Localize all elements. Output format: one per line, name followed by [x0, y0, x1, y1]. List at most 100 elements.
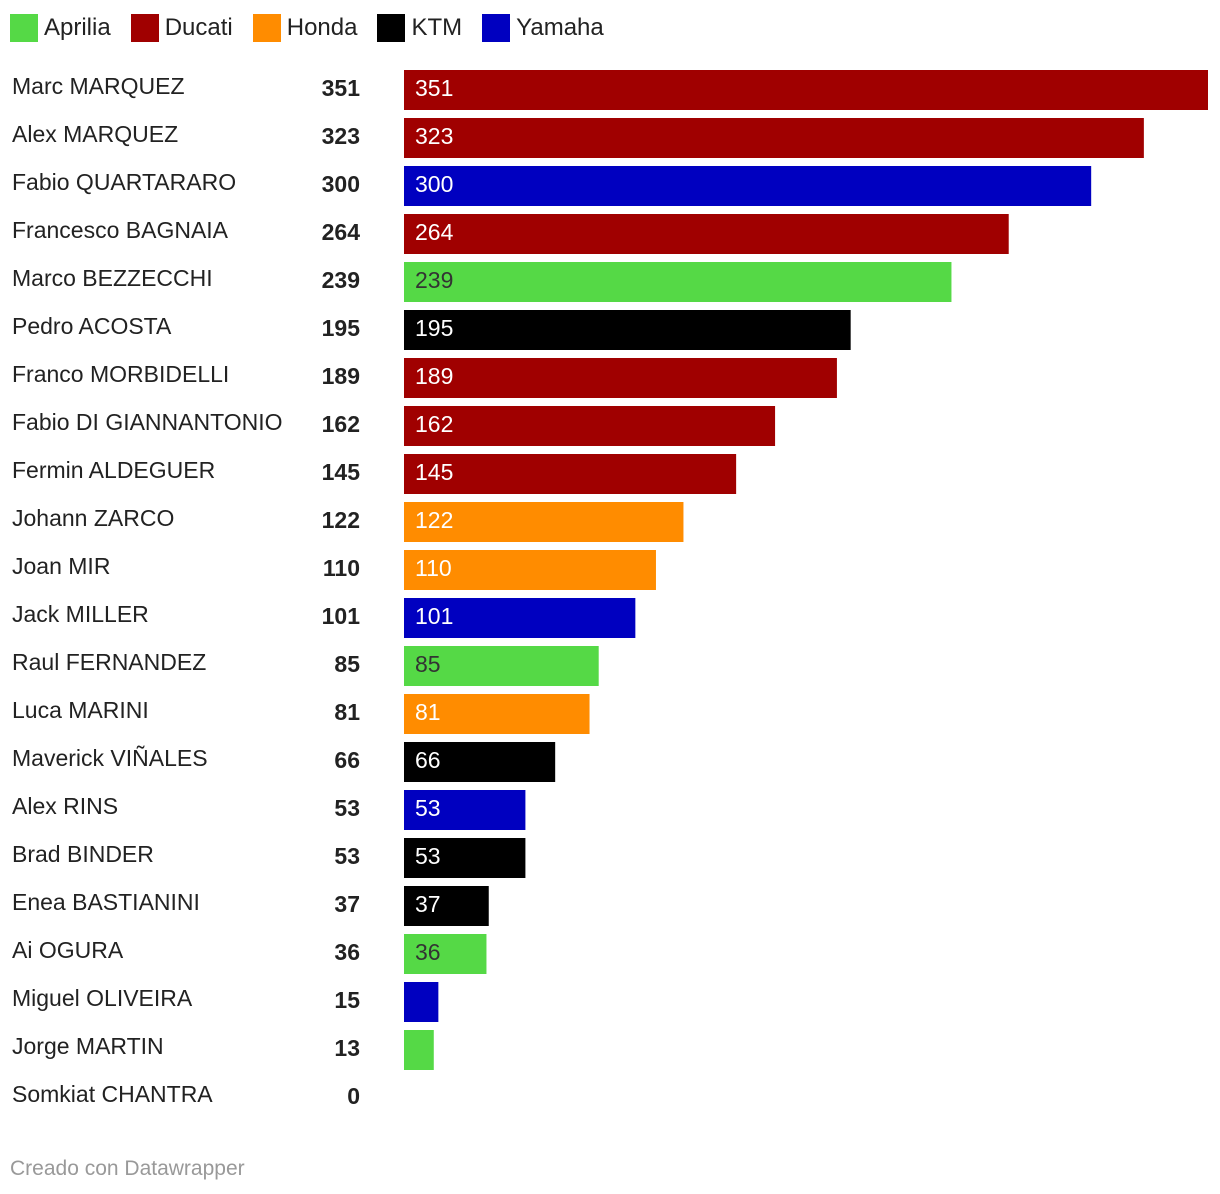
points-bar — [404, 262, 952, 302]
rider-name-label: Pedro ACOSTA — [12, 313, 172, 339]
rider-name-label: Brad BINDER — [12, 841, 154, 867]
points-bar — [404, 118, 1144, 158]
points-value-label: 66 — [334, 747, 360, 773]
rider-name-label: Joan MIR — [12, 553, 110, 579]
points-bar — [404, 358, 837, 398]
rider-name-label: Ai OGURA — [12, 937, 124, 963]
bar-data-label: 110 — [415, 555, 452, 581]
bar-data-label: 36 — [415, 939, 441, 965]
points-bar — [404, 790, 526, 830]
rider-name-label: Fabio QUARTARARO — [12, 169, 236, 195]
points-bar — [404, 406, 776, 446]
bar-data-label: 53 — [415, 795, 441, 821]
bar-data-label: 323 — [415, 123, 453, 149]
legend-swatch — [377, 14, 406, 42]
rider-name-label: Francesco BAGNAIA — [12, 217, 229, 243]
points-value-label: 195 — [322, 315, 361, 341]
rider-name-label: Alex RINS — [12, 793, 118, 819]
points-bar — [404, 694, 590, 734]
legend-item-honda: Honda — [252, 14, 358, 42]
rider-name-label: Fermin ALDEGUER — [12, 457, 215, 483]
bar-data-label: 300 — [415, 171, 453, 197]
legend-label: Aprilia — [44, 14, 111, 41]
rider-name-label: Somkiat CHANTRA — [12, 1081, 213, 1107]
points-value-label: 122 — [322, 507, 360, 533]
legend-item-ducati: Ducati — [130, 14, 233, 42]
bar-data-label: 101 — [415, 603, 453, 629]
rider-name-label: Maverick VIÑALES — [12, 745, 208, 771]
bar-data-label: 145 — [415, 459, 453, 485]
legend: Aprilia Ducati Honda KTM Yamaha — [10, 12, 624, 44]
bar-data-label: 162 — [415, 411, 453, 437]
legend-label: Yamaha — [516, 14, 604, 41]
legend-item-yamaha: Yamaha — [482, 14, 604, 42]
points-bar — [404, 838, 526, 878]
legend-swatch — [482, 14, 511, 42]
points-bar — [404, 742, 556, 782]
points-value-label: 81 — [334, 699, 360, 725]
rider-name-label: Alex MARQUEZ — [12, 121, 178, 147]
legend-item-aprilia: Aprilia — [10, 14, 111, 42]
points-value-label: 53 — [334, 843, 360, 869]
rider-name-label: Jorge MARTIN — [12, 1033, 164, 1059]
legend-item-ktm: KTM — [377, 14, 462, 42]
points-bar — [404, 886, 489, 926]
points-bar — [404, 646, 599, 686]
points-bar — [404, 934, 487, 974]
points-bar — [404, 550, 656, 590]
points-value-label: 101 — [322, 603, 361, 629]
points-value-label: 162 — [322, 411, 360, 437]
rider-name-label: Marco BEZZECCHI — [12, 265, 213, 291]
bar-data-label: 189 — [415, 363, 453, 389]
points-value-label: 85 — [334, 651, 360, 677]
points-value-label: 189 — [322, 363, 360, 389]
legend-label: Honda — [286, 14, 358, 41]
bar-data-label: 37 — [415, 891, 441, 917]
bar-data-label: 66 — [415, 747, 441, 773]
points-bar — [404, 598, 636, 638]
points-value-label: 0 — [347, 1083, 360, 1109]
bar-data-label: 264 — [415, 219, 454, 245]
legend-label: KTM — [411, 14, 463, 41]
legend-swatch — [252, 14, 281, 42]
points-value-label: 145 — [322, 459, 361, 485]
points-value-label: 15 — [334, 987, 360, 1013]
points-value-label: 36 — [334, 939, 360, 965]
rider-name-label: Fabio DI GIANNANTONIO — [12, 409, 283, 435]
points-value-label: 37 — [334, 891, 360, 917]
points-value-label: 53 — [334, 795, 360, 821]
rider-name-label: Raul FERNANDEZ — [12, 649, 206, 675]
points-value-label: 110 — [323, 555, 360, 581]
legend-swatch — [130, 14, 159, 42]
bar-data-label: 351 — [415, 75, 453, 101]
points-bar — [404, 70, 1208, 110]
points-bar — [404, 214, 1009, 254]
points-value-label: 13 — [334, 1035, 360, 1061]
bar-data-label: 239 — [415, 267, 453, 293]
bar-chart: Marc MARQUEZ 351 351 Alex MARQUEZ 323 323 Fabi… — [12, 70, 1208, 1109]
points-bar — [404, 1030, 434, 1070]
bar-data-label: 81 — [415, 699, 441, 725]
points-value-label: 300 — [322, 171, 360, 197]
rider-name-label: Enea BASTIANINI — [12, 889, 200, 915]
points-bar — [404, 502, 684, 542]
points-value-label: 323 — [322, 123, 360, 149]
points-bar — [404, 310, 851, 350]
rider-name-label: Franco MORBIDELLI — [12, 361, 229, 387]
footer-credit[interactable]: Creado con Datawrapper — [10, 1157, 245, 1180]
points-bar — [404, 166, 1092, 206]
legend-swatch — [10, 14, 38, 42]
bar-data-label: 195 — [415, 315, 453, 341]
points-value-label: 351 — [322, 75, 361, 101]
rider-name-label: Luca MARINI — [12, 697, 149, 723]
points-bar — [404, 982, 439, 1022]
rider-name-label: Marc MARQUEZ — [12, 73, 185, 99]
points-bar — [404, 454, 737, 494]
bar-data-label: 85 — [415, 651, 441, 677]
points-value-label: 239 — [322, 267, 360, 293]
legend-label: Ducati — [164, 14, 233, 41]
bar-data-label: 122 — [415, 507, 453, 533]
bar-data-label: 53 — [415, 843, 441, 869]
points-value-label: 264 — [322, 219, 361, 245]
rider-name-label: Johann ZARCO — [12, 505, 174, 531]
